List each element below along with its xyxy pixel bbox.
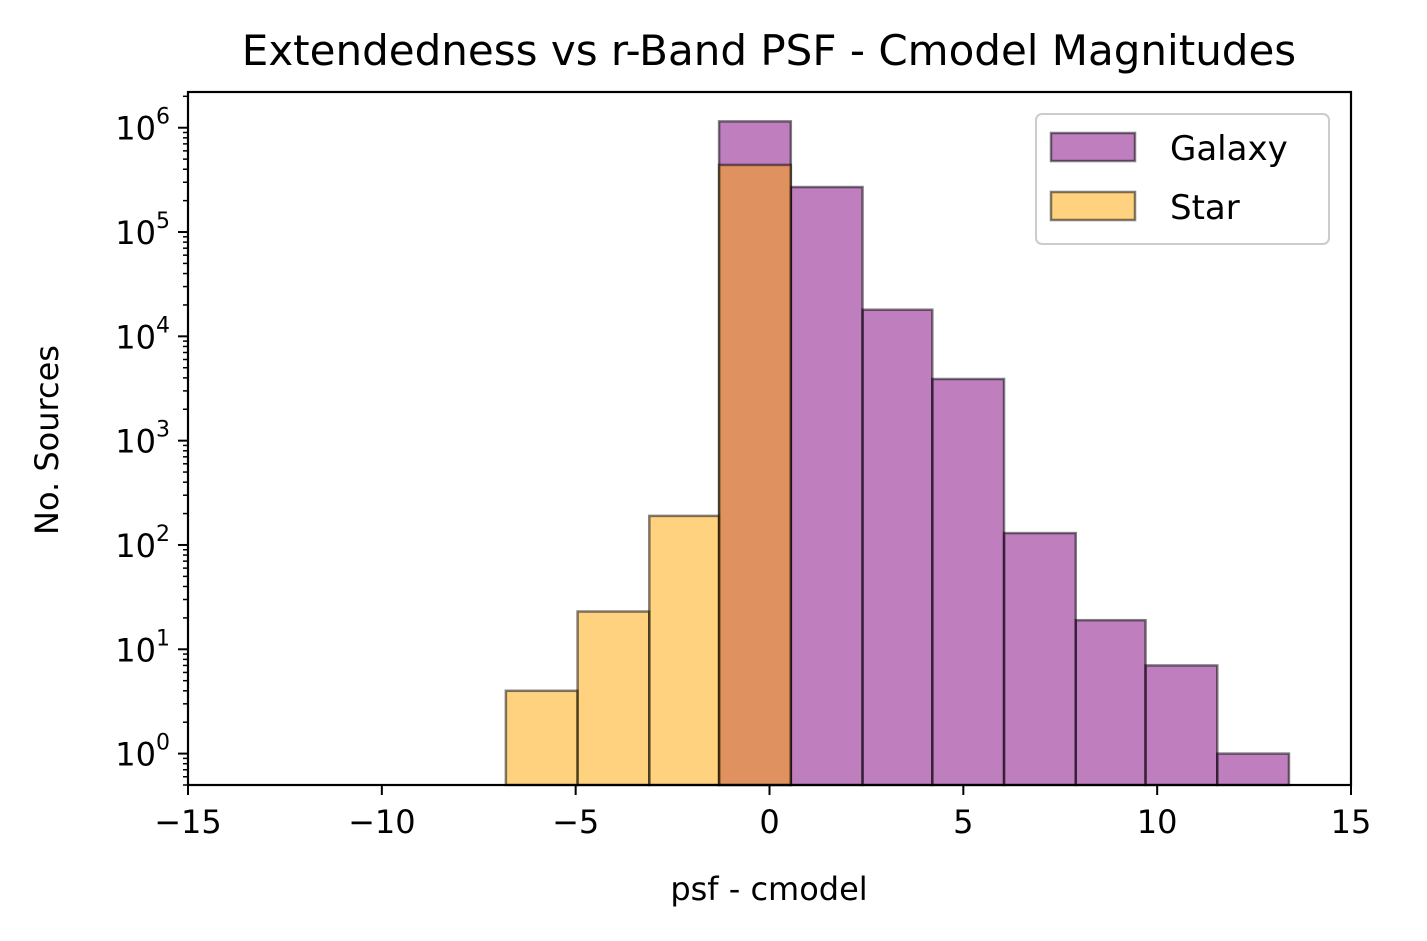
y-axis: 100 101 102 103 104 105 106 — [115, 105, 188, 774]
series-star — [504, 163, 793, 787]
x-tick-label: −10 — [348, 803, 416, 841]
legend-swatch-galaxy — [1049, 131, 1137, 163]
bar-galaxy-1 — [789, 185, 864, 787]
x-tick-label: 0 — [759, 803, 779, 841]
legend: Galaxy Star — [1035, 113, 1330, 245]
x-tick-label: 15 — [1331, 803, 1372, 841]
bar-star-2 — [648, 514, 721, 787]
bar-star-3 — [717, 163, 793, 787]
x-tick-label: −15 — [154, 803, 222, 841]
bars-layer — [504, 120, 1291, 787]
legend-swatch-star — [1049, 190, 1137, 222]
y-tick-label: 101 — [115, 626, 170, 669]
chart-title: Extendedness vs r-Band PSF - Cmodel Magn… — [242, 26, 1296, 75]
bar-galaxy-7 — [1216, 752, 1291, 787]
bar-star-1 — [576, 610, 651, 787]
bar-galaxy-3 — [931, 377, 1006, 787]
bar-galaxy-2 — [861, 308, 934, 787]
x-tick-label: −5 — [552, 803, 599, 841]
y-axis-label: No. Sources — [28, 345, 66, 535]
series-galaxy — [717, 120, 1291, 787]
x-tick-label: 5 — [953, 803, 973, 841]
x-axis: −15 −10 −5 0 5 10 15 — [154, 785, 1371, 841]
y-tick-label: 106 — [115, 105, 170, 148]
x-tick-label: 10 — [1137, 803, 1178, 841]
legend-label-star: Star — [1170, 188, 1240, 228]
legend-label-galaxy: Galaxy — [1170, 129, 1288, 169]
bar-star-0 — [504, 689, 579, 787]
y-tick-label: 105 — [115, 209, 170, 252]
bar-galaxy-5 — [1074, 618, 1147, 787]
x-axis-label: psf - cmodel — [670, 870, 867, 908]
y-tick-label: 103 — [115, 418, 170, 461]
bar-galaxy-4 — [1002, 531, 1078, 787]
plot-frame — [186, 90, 1353, 787]
bar-galaxy-6 — [1144, 664, 1219, 787]
y-tick-label: 104 — [115, 313, 170, 356]
y-tick-label: 100 — [115, 731, 170, 774]
y-tick-label: 102 — [115, 522, 170, 565]
